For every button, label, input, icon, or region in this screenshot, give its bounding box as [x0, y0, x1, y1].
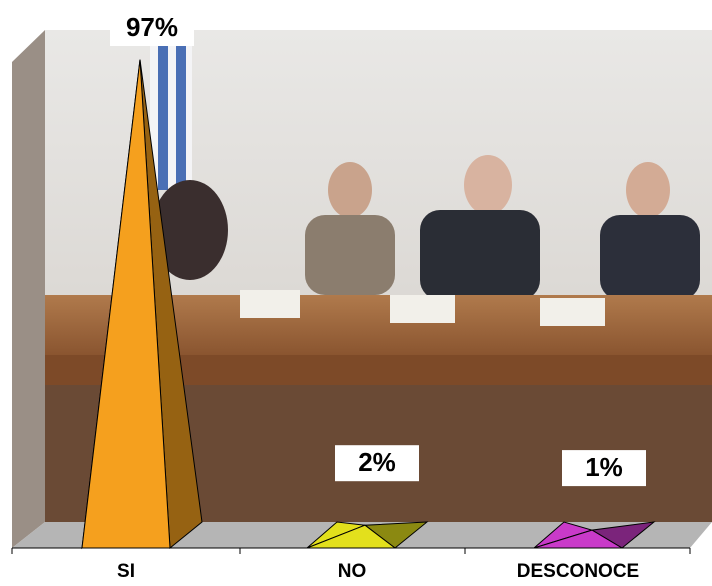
chart: 97% SI 2% NO 1% DESCONOCE	[0, 0, 712, 586]
value-label: 97%	[126, 12, 178, 42]
value-label: 2%	[358, 447, 396, 477]
x-tick-label: DESCONOCE	[517, 561, 639, 582]
x-tick-label: NO	[338, 561, 367, 582]
value-label: 1%	[585, 452, 623, 482]
x-tick-label: SI	[117, 561, 135, 582]
